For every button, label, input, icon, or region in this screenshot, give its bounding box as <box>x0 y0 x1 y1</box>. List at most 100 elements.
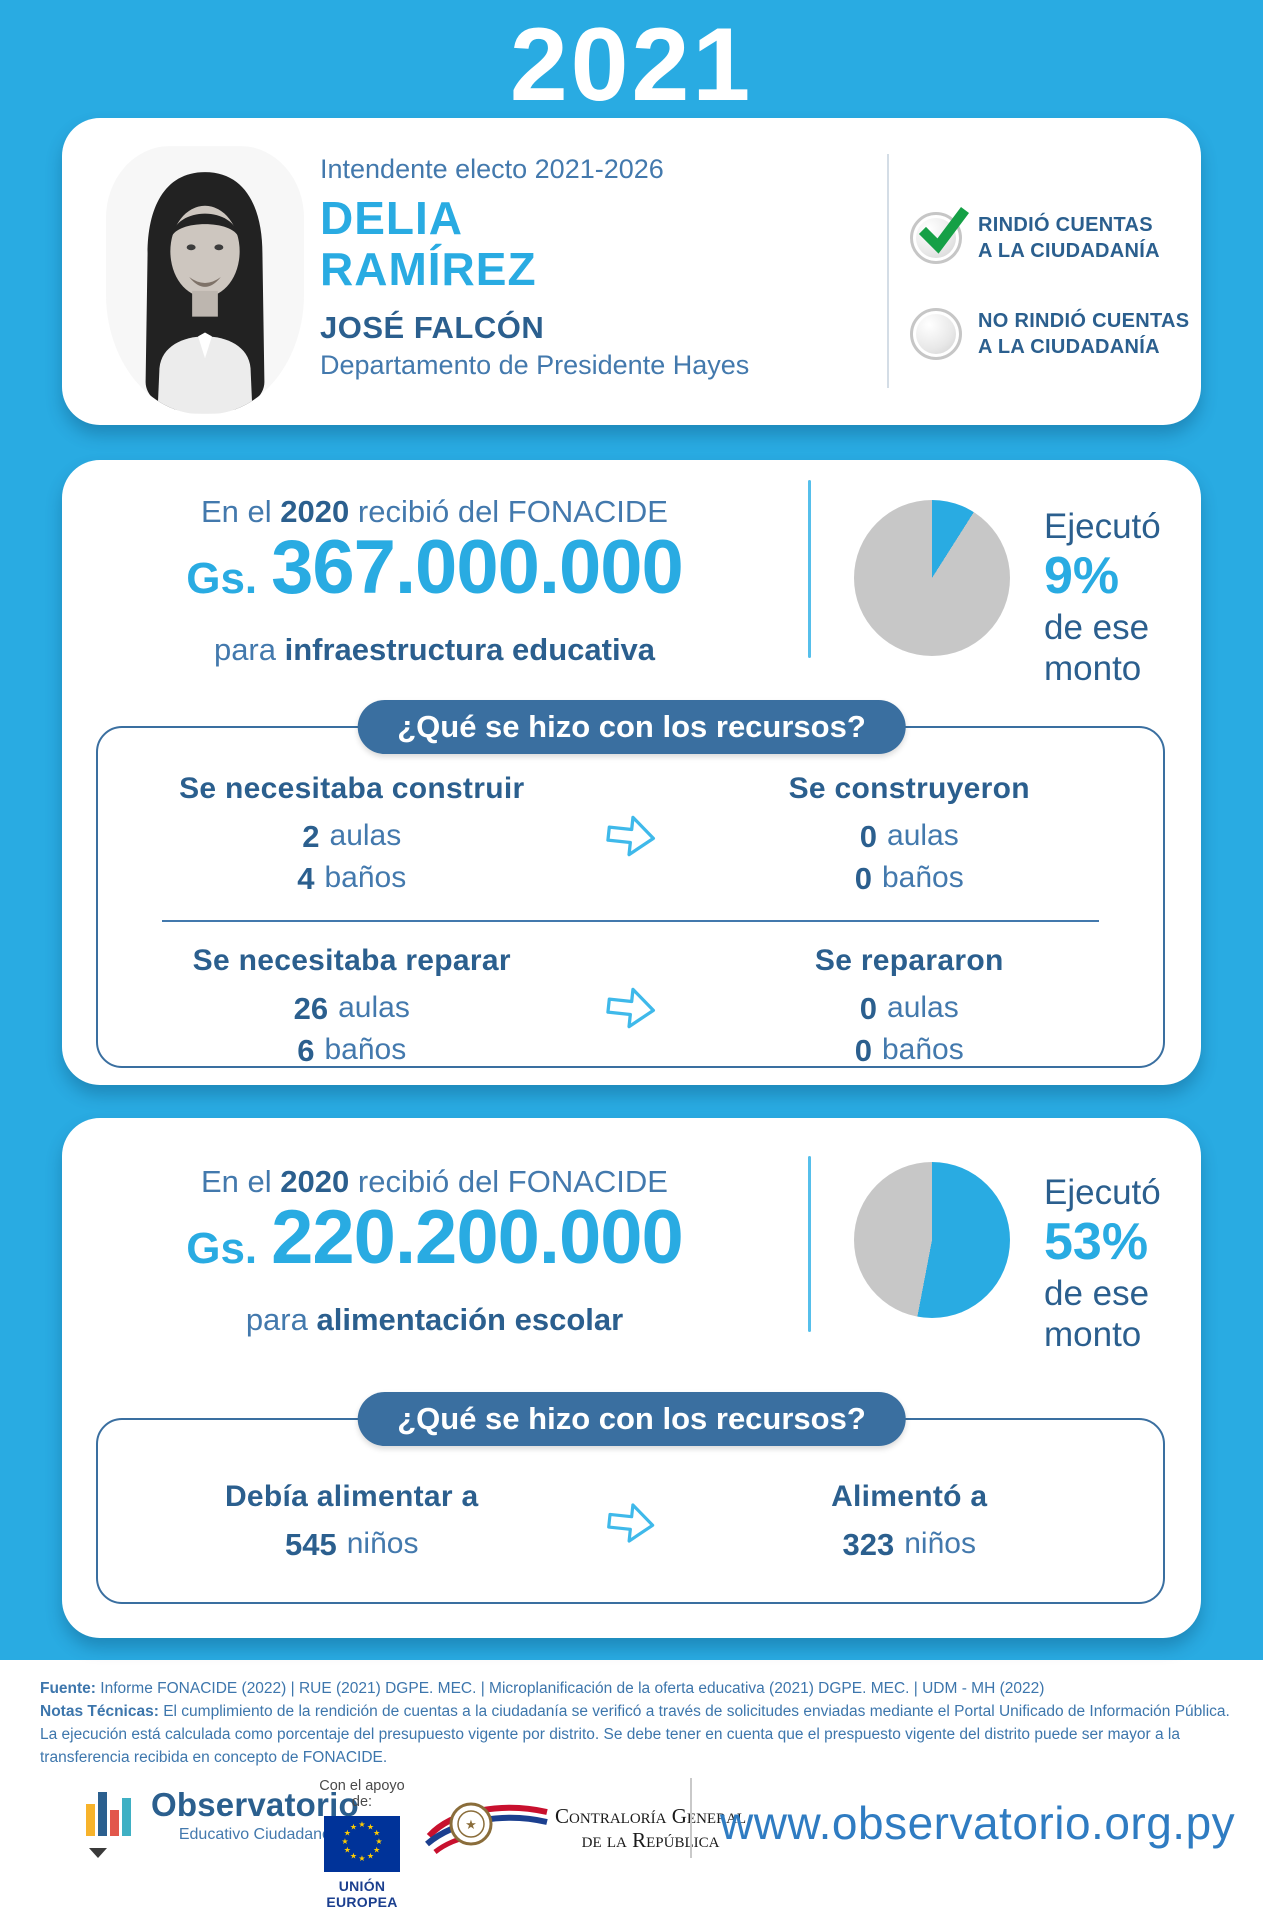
svg-text:★: ★ <box>373 1846 380 1855</box>
legend-item-no-rindio: NO RINDIÓ CUENTAS A LA CIUDADANÍA <box>910 308 1189 360</box>
currency-label: Gs. <box>186 1224 258 1273</box>
done-title: Se construyeron <box>788 772 1030 805</box>
needed-item: 6 baños <box>297 1032 407 1068</box>
svg-text:★: ★ <box>341 1837 348 1846</box>
done-item: 0 aulas <box>859 819 959 854</box>
observatorio-tagline: Educativo Ciudadano <box>178 1826 331 1843</box>
page-title-year: 2021 <box>509 7 754 123</box>
observatorio-name: Observatorio <box>151 1786 359 1823</box>
svg-text:★: ★ <box>373 1829 380 1838</box>
fonacide-alimentacion-card: En el 2020 recibió del FONACIDE Gs. 220.… <box>62 1118 1201 1638</box>
portrait-silhouette <box>106 146 304 414</box>
support-label: Con el apoyo de: <box>319 1778 405 1810</box>
eu-flag-icon: ★ ★★ ★★★ ★★★ ★★★ <box>324 1816 400 1872</box>
done-item: 0 baños <box>854 860 964 896</box>
legend-label: NO RINDIÓ CUENTAS A LA CIUDADANÍA <box>978 310 1190 358</box>
done-item: 0 baños <box>854 1032 964 1068</box>
needed-title: Debía alimentar a <box>224 1480 479 1513</box>
accountability-legend: RINDIÓ CUENTAS A LA CIUDADANÍA NO RINDIÓ… <box>910 207 1189 360</box>
eu-support-block: Con el apoyo de: ★ ★ ★ ★ ★ ★ ★ ★ ★ ★ ★ ★ UNIÓN E… <box>312 1778 412 1910</box>
executed-percentage: 9% <box>1044 547 1120 606</box>
svg-text:★: ★ <box>375 1837 382 1846</box>
needed-item: 545 niños <box>285 1527 419 1562</box>
mayor-last-name: RAMÍREZ <box>320 242 537 295</box>
done-title: Alimentó a <box>831 1480 988 1513</box>
mayor-first-name: DELIA <box>320 192 463 244</box>
execution-note-line: La ejecución está calculada como porcent… <box>40 1725 1180 1766</box>
mayor-role: Intendente electo 2021-2026 <box>320 154 664 184</box>
done-cell: Alimentó a 323 niños <box>686 1480 1134 1566</box>
observatorio-logo: Observatorio Educativo Ciudadano <box>85 1786 359 1870</box>
mayor-info: Intendente electo 2021-2026 DELIA RAMÍRE… <box>320 154 860 381</box>
amount-purpose: para infraestructura educativa <box>213 632 656 667</box>
mayor-name: DELIA RAMÍREZ <box>320 193 860 294</box>
mayor-header-card: Intendente electo 2021-2026 DELIA RAMÍRE… <box>62 118 1201 425</box>
amount-value: 367.000.000 <box>271 525 684 610</box>
municipality: JOSÉ FALCÓN <box>320 310 545 346</box>
portrait-photo <box>106 146 304 414</box>
green-check-icon <box>918 207 969 254</box>
done-item: 0 aulas <box>859 990 959 1026</box>
amount-received: Gs. 220.200.000 <box>62 1194 807 1281</box>
needed-item: 26 aulas <box>293 990 410 1026</box>
amount-value: 220.200.000 <box>271 1195 684 1280</box>
needed-item: 4 baños <box>297 860 407 896</box>
amount-purpose: para alimentación escolar <box>245 1302 624 1337</box>
needed-cell: Debía alimentar a 545 niños <box>128 1480 576 1566</box>
question-pill: ¿Qué se hizo con los recursos? <box>357 700 906 754</box>
executed-label: Ejecutó <box>1044 1173 1161 1212</box>
feeding-row: Debía alimentar a 545 niños Alimentó a <box>98 1480 1163 1566</box>
construction-row: Se necesitaba construir 2 aulas 4 baños <box>98 772 1163 900</box>
question-pill: ¿Qué se hizo con los recursos? <box>357 1392 906 1446</box>
needed-cell: Se necesitaba reparar 26 aulas 6 baños <box>128 944 576 1072</box>
svg-text:★: ★ <box>358 1820 365 1829</box>
empty-circle-icon <box>910 308 962 360</box>
svg-text:★: ★ <box>465 1818 477 1833</box>
header-vertical-divider <box>887 154 889 388</box>
executed-percentage: 53% <box>1044 1213 1149 1272</box>
svg-text:★: ★ <box>367 1822 374 1831</box>
svg-text:★: ★ <box>344 1829 351 1838</box>
done-cell: Se repararon 0 aulas 0 baños <box>686 944 1134 1072</box>
execution-pie-chart <box>854 1162 1010 1318</box>
received-intro: En el 2020 recibió del FONACIDE <box>201 1164 668 1199</box>
execution-summary: Ejecutó 53% de ese monto <box>1044 1172 1234 1356</box>
executed-suffix: de ese monto <box>1044 1274 1150 1355</box>
checked-circle-icon <box>910 207 969 264</box>
technical-notes-line: Notas Técnicas: El cumplimiento de la re… <box>40 1702 1230 1720</box>
repair-row: Se necesitaba reparar 26 aulas 6 baños <box>98 944 1163 1072</box>
execution-pie-chart <box>854 500 1010 656</box>
svg-text:★: ★ <box>367 1852 374 1861</box>
contraloria-logo: ★ Contraloría General de la República <box>425 1796 746 1860</box>
needed-title: Se necesitaba construir <box>179 772 525 805</box>
source-line: Fuente: Informe FONACIDE (2022) | RUE (2… <box>40 1680 1045 1697</box>
execution-summary: Ejecutó 9% de ese monto <box>1044 506 1234 690</box>
website-url-link[interactable]: www.observatorio.org.py <box>720 1797 1236 1849</box>
section-vertical-divider <box>808 480 811 658</box>
contraloria-wordmark: Contraloría General de la República <box>555 1803 747 1852</box>
done-cell: Se construyeron 0 aulas 0 baños <box>686 772 1134 900</box>
fonacide-infraestructura-card: En el 2020 recibió del FONACIDE Gs. 367.… <box>62 460 1201 1085</box>
svg-text:★: ★ <box>350 1852 357 1861</box>
needed-title: Se necesitaba reparar <box>192 943 511 977</box>
needed-cell: Se necesitaba construir 2 aulas 4 baños <box>128 772 576 900</box>
right-arrow-icon <box>576 806 686 866</box>
done-item: 323 niños <box>842 1527 976 1562</box>
right-arrow-icon <box>576 1494 686 1552</box>
svg-text:★: ★ <box>358 1854 365 1863</box>
footer-notes: Fuente: Informe FONACIDE (2022) | RUE (2… <box>40 1678 1230 1770</box>
svg-text:★: ★ <box>344 1846 351 1855</box>
currency-label: Gs. <box>186 554 258 603</box>
amount-received: Gs. 367.000.000 <box>62 524 807 611</box>
done-title: Se repararon <box>814 943 1004 977</box>
received-intro: En el 2020 recibió del FONACIDE <box>201 494 668 529</box>
brand-bar-divider <box>690 1778 692 1858</box>
needed-item: 2 aulas <box>302 819 402 854</box>
resources-detail-box: Debía alimentar a 545 niños Alimentó a <box>96 1418 1165 1604</box>
contraloria-seal-icon: ★ <box>425 1802 548 1854</box>
observatorio-wordmark: Observatorio Educativo Ciudadano <box>151 1786 359 1870</box>
legend-item-rindio: RINDIÓ CUENTAS A LA CIUDADANÍA <box>910 207 1189 264</box>
legend-label: RINDIÓ CUENTAS A LA CIUDADANÍA <box>978 214 1160 262</box>
resources-detail-box: Se necesitaba construir 2 aulas 4 baños <box>96 726 1165 1068</box>
